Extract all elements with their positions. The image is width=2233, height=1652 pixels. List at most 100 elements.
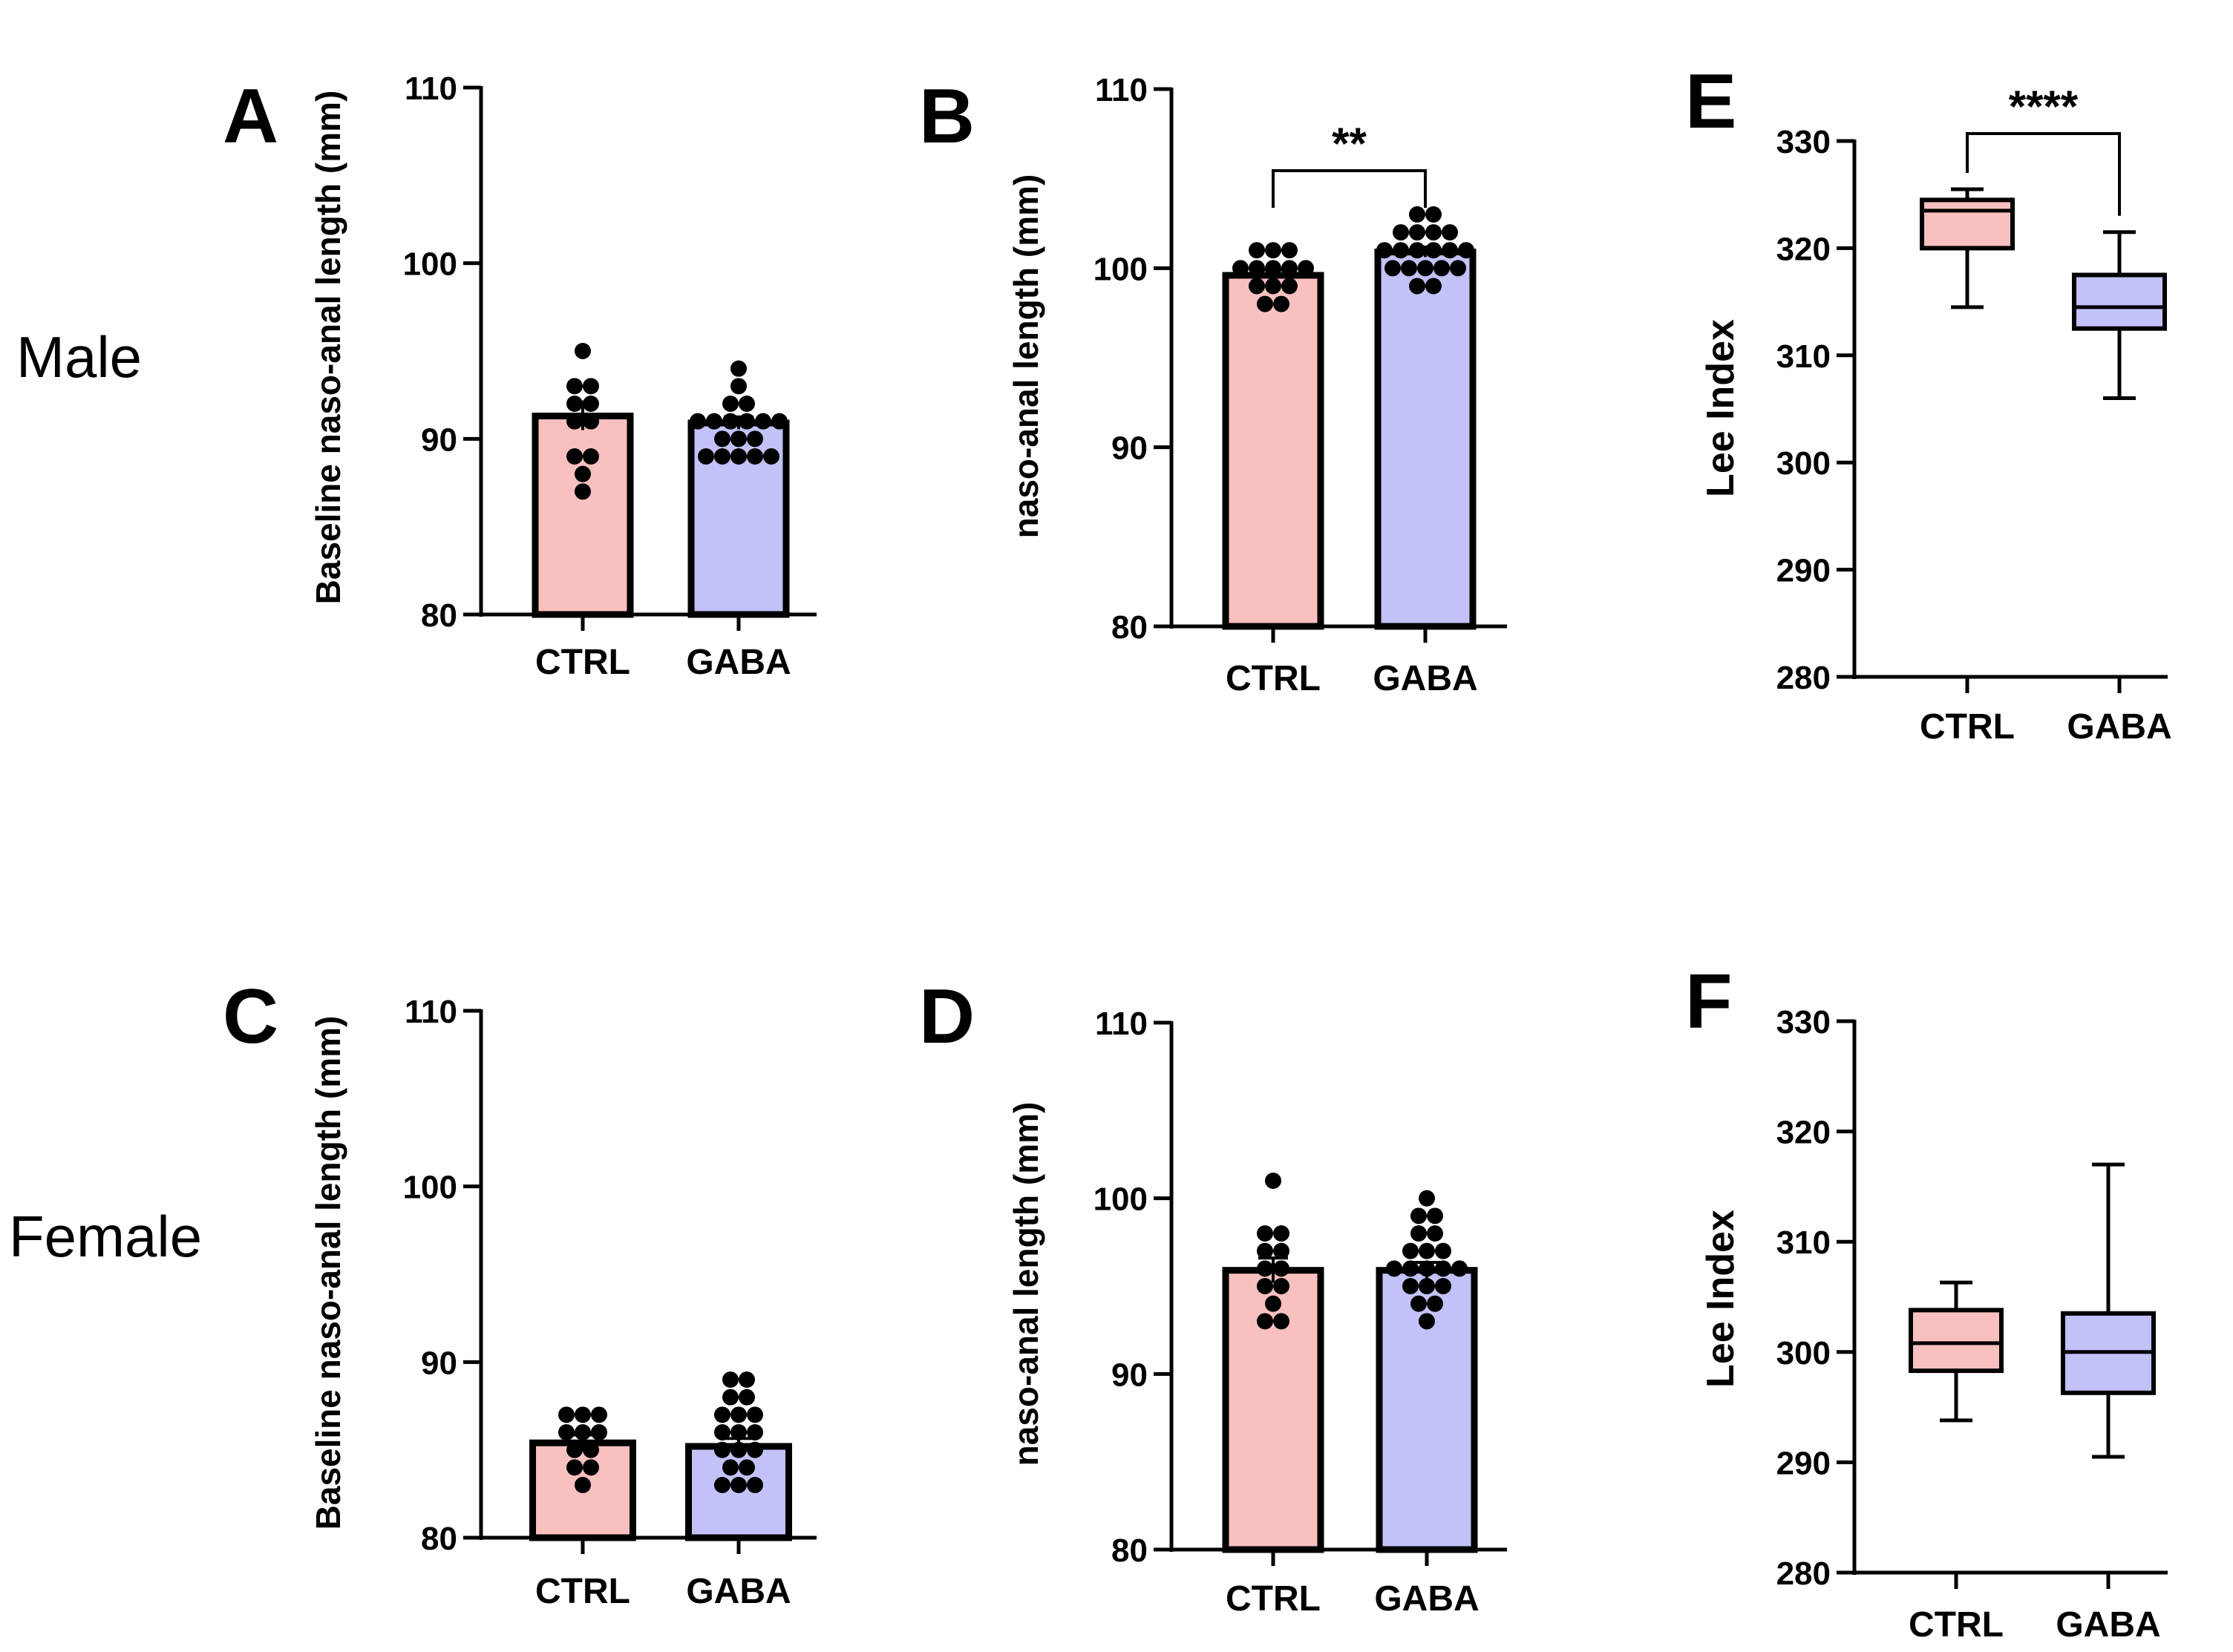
- data-point: [706, 413, 722, 430]
- data-point: [747, 1406, 763, 1423]
- data-point: [583, 378, 599, 395]
- y-axis-label: Lee Index: [1699, 1210, 1742, 1388]
- data-point: [1265, 1173, 1281, 1189]
- data-point: [1257, 1225, 1273, 1242]
- data-point: [722, 1389, 739, 1406]
- bar-ctrl: [532, 413, 634, 618]
- data-point: [1435, 1242, 1451, 1259]
- data-point: [1265, 260, 1281, 277]
- data-point: [730, 1424, 747, 1440]
- data-point: [575, 1477, 591, 1493]
- y-axis-label: naso-anal length (mm): [1007, 1102, 1045, 1466]
- data-point: [1410, 1207, 1427, 1225]
- x-category-label: CTRL: [535, 643, 630, 682]
- data-point: [763, 448, 779, 465]
- data-point: [1384, 260, 1401, 277]
- box-ctrl: [1920, 197, 2015, 251]
- data-point: [1410, 1295, 1427, 1312]
- data-point: [583, 396, 599, 412]
- panel-letter: B: [919, 73, 975, 160]
- data-point: [1281, 278, 1298, 295]
- x-category-label: CTRL: [1920, 707, 2015, 747]
- data-point: [714, 448, 730, 465]
- data-point: [722, 1459, 739, 1476]
- bar-gaba: [1376, 1267, 1478, 1553]
- data-point: [1257, 1260, 1273, 1277]
- data-point: [714, 1477, 730, 1493]
- data-point: [1257, 1313, 1273, 1330]
- significance-bracket: [1966, 132, 2121, 216]
- data-point: [575, 483, 591, 500]
- data-point: [1265, 242, 1281, 259]
- data-point: [1425, 224, 1442, 241]
- y-tick-label: 100: [1093, 1181, 1148, 1218]
- y-tick-label: 330: [1776, 1004, 1831, 1040]
- data-point: [1273, 1260, 1289, 1277]
- y-tick-label: 280: [1776, 1556, 1831, 1592]
- data-point: [1402, 1260, 1419, 1277]
- data-point: [591, 1424, 607, 1440]
- data-point: [1265, 278, 1281, 295]
- data-point: [1425, 242, 1442, 259]
- y-axis-label: Baseline naso-anal length (mm): [309, 1016, 347, 1530]
- y-tick-label: 100: [403, 246, 457, 283]
- x-category-label: CTRL: [1226, 659, 1321, 698]
- data-point: [730, 1406, 747, 1423]
- y-tick-label: 90: [421, 422, 457, 458]
- data-point: [1435, 1278, 1451, 1294]
- data-point: [747, 1424, 763, 1440]
- data-point: [1273, 1278, 1289, 1294]
- data-point: [1433, 260, 1450, 277]
- data-point: [690, 413, 706, 430]
- data-point: [1451, 1260, 1468, 1277]
- y-tick-label: 80: [1111, 609, 1148, 646]
- y-tick-label: 80: [421, 1521, 457, 1557]
- y-tick-label: 100: [403, 1170, 457, 1206]
- data-point: [730, 360, 747, 377]
- data-point: [747, 430, 763, 448]
- data-point: [1458, 242, 1474, 259]
- data-point: [1442, 242, 1458, 259]
- data-point: [1435, 1260, 1451, 1277]
- bar-gaba: [1374, 249, 1477, 630]
- panel-letter: D: [919, 974, 975, 1060]
- data-point: [714, 1424, 730, 1440]
- data-point: [730, 430, 747, 448]
- x-category-label: GABA: [1374, 1579, 1479, 1619]
- data-point: [1281, 242, 1298, 259]
- data-point: [722, 413, 739, 430]
- data-point: [575, 465, 591, 482]
- data-point: [714, 430, 730, 448]
- y-axis-label: Lee Index: [1699, 319, 1742, 497]
- data-point: [739, 1371, 755, 1388]
- y-tick-label: 300: [1776, 445, 1831, 482]
- y-axis-label: Baseline naso-anal length (mm): [309, 91, 347, 605]
- data-point: [583, 1459, 599, 1476]
- data-point: [575, 1406, 591, 1423]
- data-point: [1249, 278, 1265, 295]
- panel-letter: E: [1685, 59, 1736, 145]
- data-point: [566, 413, 583, 430]
- data-point: [1257, 1242, 1273, 1259]
- row-label-female: Female: [9, 1204, 202, 1269]
- data-point: [1273, 295, 1289, 312]
- data-point: [566, 1459, 583, 1476]
- data-point: [739, 396, 755, 412]
- data-point: [722, 1371, 739, 1388]
- data-point: [1402, 1242, 1419, 1259]
- y-tick-label: 110: [405, 71, 457, 107]
- y-tick-label: 80: [421, 597, 457, 634]
- panel-letter: A: [223, 73, 278, 160]
- data-point: [1386, 1260, 1402, 1277]
- data-point: [591, 1406, 607, 1423]
- data-point: [1257, 1278, 1273, 1294]
- data-point: [1393, 224, 1409, 241]
- data-point: [1281, 260, 1298, 277]
- data-point: [755, 413, 771, 430]
- data-point: [1402, 1278, 1419, 1294]
- data-point: [1273, 1242, 1289, 1259]
- y-tick-label: 90: [421, 1345, 457, 1381]
- panel-letter: F: [1685, 959, 1733, 1045]
